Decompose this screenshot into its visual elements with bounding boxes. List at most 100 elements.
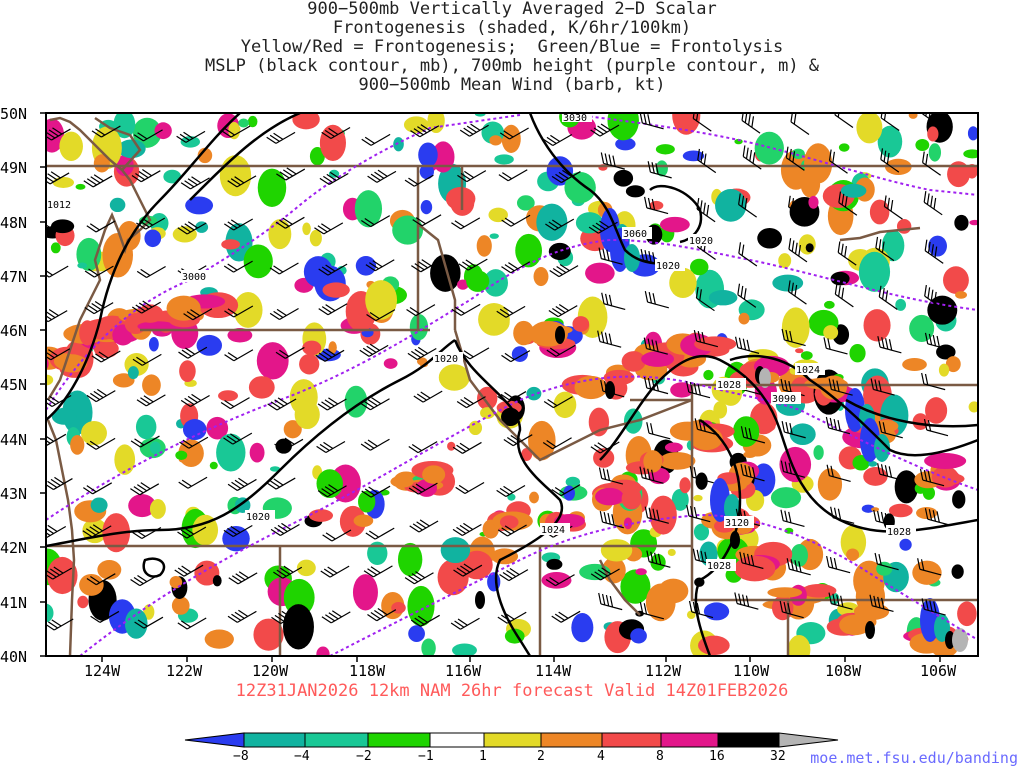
shading-cell — [800, 351, 813, 360]
wind-barb — [227, 477, 257, 491]
shading-cell — [247, 115, 258, 128]
wind-barb — [742, 145, 762, 170]
title-line-1: 900−500mb Vertically Averaged 2−D Scalar — [307, 0, 717, 19]
wind-barb — [639, 113, 664, 130]
shading-cell — [548, 242, 571, 261]
shading-cell — [140, 131, 153, 141]
colorbar-tick: 16 — [709, 749, 725, 764]
shading-cell — [767, 587, 803, 598]
wind-barb — [880, 148, 900, 173]
shading-cell — [899, 538, 912, 551]
wind-barb — [359, 343, 389, 357]
shading-cell — [679, 477, 691, 494]
wind-barb — [269, 262, 299, 275]
wind-barb — [84, 300, 114, 315]
wind-barb — [361, 215, 391, 228]
colorbar-segment-blue — [184, 732, 245, 748]
shading-cell — [625, 185, 645, 198]
wind-barb — [83, 482, 113, 495]
lon-label: 120W — [252, 662, 289, 680]
shading-cell — [672, 113, 701, 135]
shading-cell — [328, 169, 340, 178]
shading-cell — [858, 251, 891, 292]
shading-cell — [555, 326, 565, 344]
wind-barb — [457, 170, 487, 183]
wind-barb — [825, 416, 851, 435]
shading-cell — [869, 199, 890, 225]
shading-cell — [947, 161, 970, 188]
wind-barb — [180, 176, 210, 190]
wind-barb — [408, 482, 438, 495]
wind-barb — [174, 564, 204, 577]
wind-barb — [830, 506, 855, 524]
wind-barb — [542, 437, 572, 450]
shading-cell — [303, 256, 333, 288]
wind-barb — [266, 131, 296, 144]
shading-cell — [93, 154, 110, 173]
shading-cell — [813, 445, 824, 460]
wind-barb — [223, 218, 254, 231]
shading-cell — [823, 325, 839, 340]
wind-barb — [223, 432, 253, 445]
shading-cell — [358, 490, 376, 513]
colorbar-segment-gray — [778, 732, 839, 748]
wind-barb — [598, 592, 623, 611]
lat-label: 42N — [0, 539, 27, 557]
wind-barb — [590, 441, 620, 454]
wind-barb — [695, 286, 715, 312]
shading-cell — [670, 382, 694, 398]
shading-cell — [513, 320, 535, 346]
wind-barb — [180, 393, 210, 408]
shading-cell — [383, 358, 398, 369]
wind-barb — [136, 217, 166, 230]
shading-cell — [142, 374, 161, 396]
wind-barb — [501, 214, 531, 227]
wind-barb — [639, 466, 664, 484]
wind-barb — [880, 113, 900, 132]
wind-barb — [503, 434, 533, 447]
shading-cell — [219, 155, 252, 197]
colorbar-segment-teal1 — [243, 732, 306, 748]
colorbar-tick: −4 — [294, 749, 310, 764]
shading-cell — [936, 344, 956, 360]
shading-cell — [112, 373, 135, 388]
shading-cell — [952, 628, 968, 652]
wind-barb — [823, 337, 848, 355]
wind-barb — [413, 390, 443, 403]
wind-barb — [924, 508, 950, 526]
wind-barb — [46, 222, 66, 235]
shading-cell — [175, 450, 188, 460]
wind-barb — [877, 463, 902, 481]
shading-cell — [770, 487, 802, 509]
wind-barb — [545, 218, 575, 231]
forecast-valid-label: 12Z31JAN2026 12km NAM 26hr forecast Vali… — [235, 681, 789, 701]
wind-barb — [318, 303, 348, 316]
shading-cell — [650, 554, 666, 571]
colorbar-segment-red — [601, 732, 662, 748]
wind-barb — [178, 346, 208, 359]
wind-barb — [365, 259, 395, 272]
shading-cell — [501, 124, 521, 153]
shading-cell — [243, 244, 273, 279]
shading-cell — [624, 244, 640, 272]
shading-cell — [438, 364, 470, 391]
shading-cell — [966, 163, 978, 179]
shading-cell — [355, 256, 377, 276]
shading-cell — [955, 291, 968, 299]
shading-cell — [564, 171, 596, 204]
wind-barb — [498, 169, 528, 182]
shading-cell — [521, 448, 533, 462]
colorbar-tick: 1 — [479, 749, 487, 764]
wind-barb — [458, 258, 488, 271]
website-link[interactable]: moe.met.fsu.edu/banding — [810, 749, 1018, 767]
wind-barb — [407, 346, 437, 361]
wind-barb — [314, 222, 344, 235]
wind-barb — [365, 527, 395, 540]
lat-label: 45N — [0, 376, 27, 394]
wind-barb — [646, 422, 671, 440]
shading-cell — [477, 386, 498, 410]
wind-barb — [177, 221, 207, 235]
wind-barb — [834, 113, 854, 128]
wind-barb — [131, 300, 161, 314]
wind-barb — [549, 263, 579, 278]
